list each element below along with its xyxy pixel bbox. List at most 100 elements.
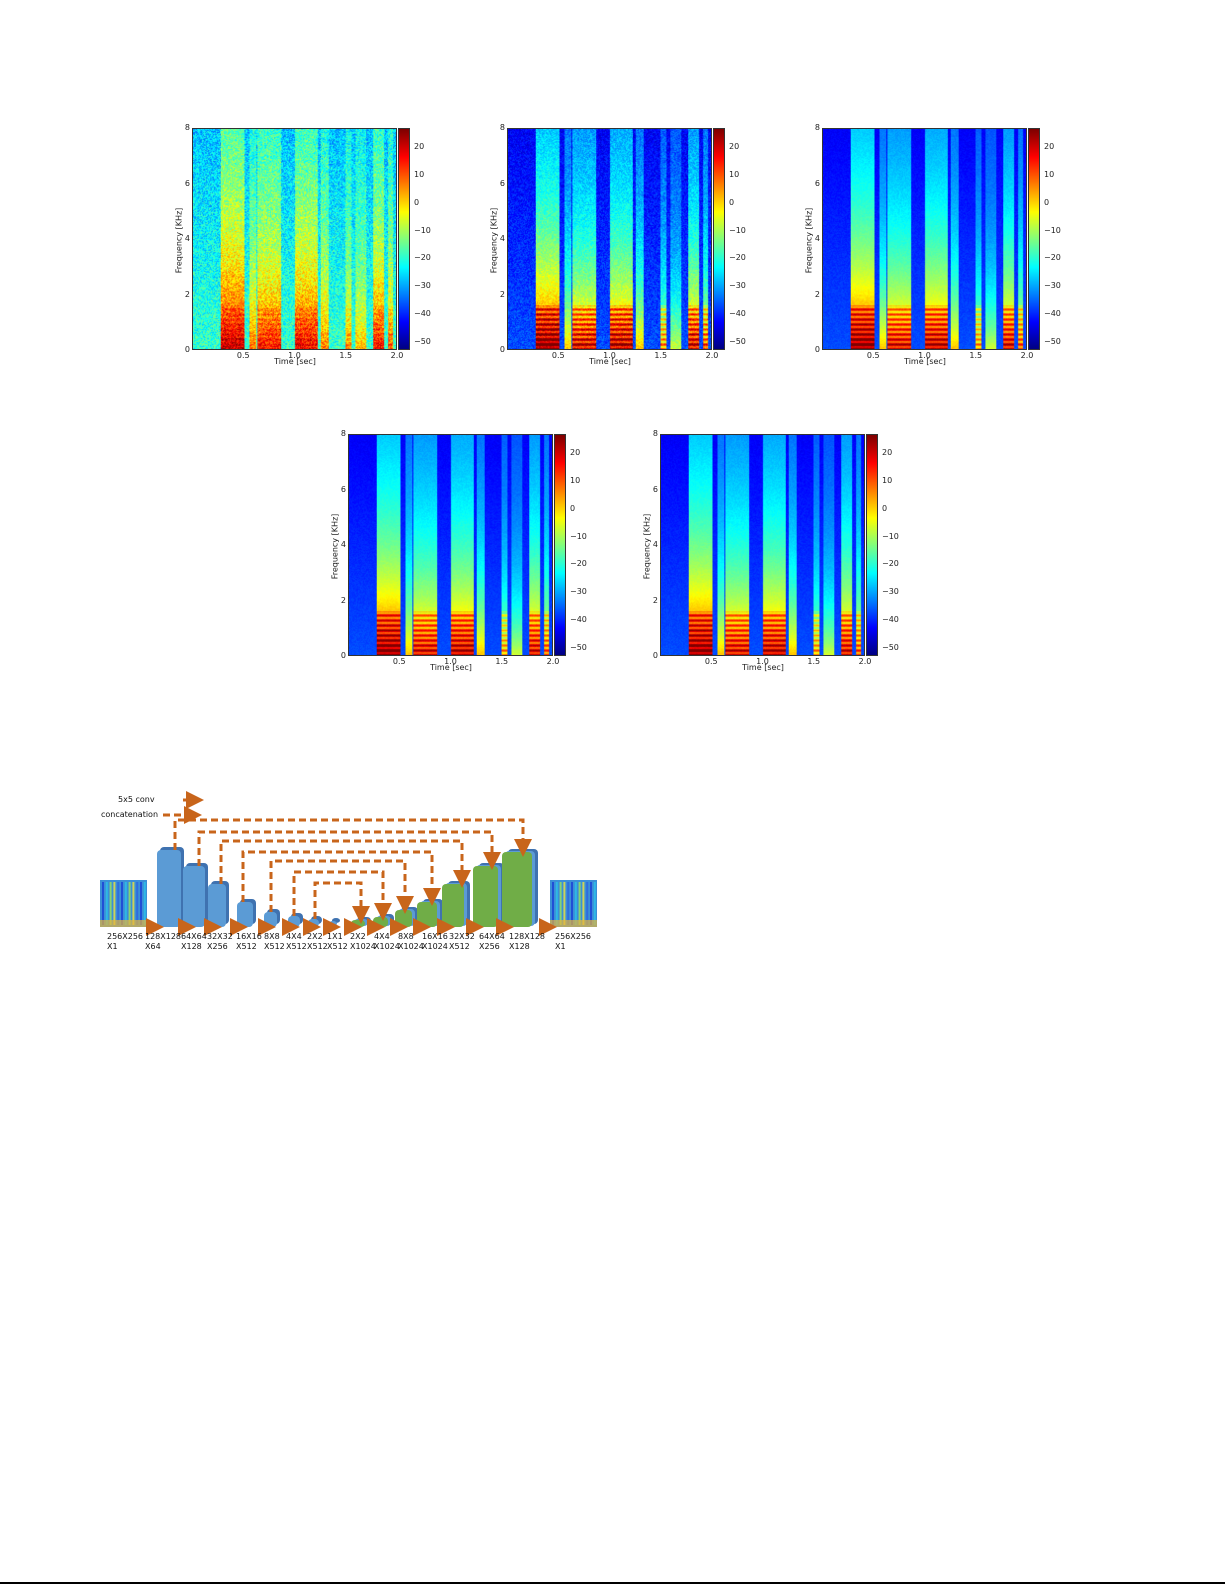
y-tick-label: 4	[499, 234, 505, 243]
layer-size-label: 4X4 X1024	[374, 932, 400, 951]
layer-size-label: 64X64 X128	[181, 932, 207, 951]
unet-architecture-diagram: 5x5 conv concatenation 256X256 X1 128X128 X…	[95, 780, 600, 960]
colorbar-tick-label: −50	[570, 642, 587, 652]
x-tick-label: 2.0	[705, 351, 719, 360]
y-tick-label: 6	[184, 178, 190, 188]
spectrogram-heatmap	[507, 128, 712, 350]
y-tick-label: 2	[340, 595, 346, 605]
spectrogram-heatmap	[660, 434, 865, 656]
y-tick-label: 4	[184, 234, 190, 243]
y-tick-label: 6	[499, 178, 505, 188]
x-tick-label: 0.5	[704, 657, 718, 666]
x-tick-label: 2.0	[858, 657, 872, 666]
colorbar-tick-label: 10	[1044, 170, 1055, 180]
colorbar-tick-label: −40	[1044, 308, 1061, 318]
layer-size-label: 16X16 X512	[236, 932, 262, 951]
y-axis-label: Frequency [KHz]	[489, 207, 499, 274]
y-tick-label: 0	[814, 345, 820, 354]
x-tick-label: 1.5	[654, 351, 668, 360]
colorbar-tick-label: 10	[882, 476, 893, 486]
spectrogram-panel: 0 2 4 6 8 0.5 1.0 1.5 2.0 20 10 0 −10 −20 −30 −40 −50 Tim…	[628, 416, 899, 676]
colorbar-tick-label: −30	[414, 281, 431, 291]
y-tick-label: 2	[499, 289, 505, 299]
layer-size-label: 128X128 X64	[145, 932, 182, 951]
y-tick-label: 4	[652, 540, 658, 549]
layer-size-label: 64X64 X256	[479, 932, 505, 951]
colorbar-tick-label: −20	[882, 559, 899, 569]
y-tick-label: 4	[814, 234, 820, 243]
x-tick-label: 0.5	[236, 351, 250, 360]
x-tick-label: 1.0	[444, 657, 457, 666]
colorbar-tick-label: −50	[882, 642, 899, 652]
colorbar-tick-label: 20	[414, 142, 425, 152]
colorbar-tick-label: −30	[729, 281, 746, 291]
x-tick-label: 1.5	[339, 351, 353, 360]
x-tick-label: 1.0	[603, 351, 616, 360]
colorbar	[554, 434, 566, 656]
colorbar-tick-label: 0	[882, 503, 888, 513]
y-tick-label: 0	[340, 651, 346, 660]
layer-size-label: 32X32 X512	[449, 932, 475, 951]
x-tick-label: 2.0	[1020, 351, 1034, 360]
colorbar-tick-label: 0	[1044, 197, 1050, 207]
layer-size-label: 256X256 X1	[107, 932, 144, 951]
y-tick-label: 4	[340, 540, 346, 549]
y-tick-label: 8	[814, 123, 820, 132]
y-axis-label: Frequency [KHz]	[642, 513, 652, 580]
y-axis-label: Frequency [KHz]	[174, 207, 184, 274]
colorbar-tick-label: −30	[570, 587, 587, 597]
colorbar-tick-label: 10	[570, 476, 581, 486]
colorbar-tick-label: 20	[570, 448, 581, 458]
y-tick-label: 6	[340, 484, 346, 494]
x-axis-label: Time [sec]	[430, 663, 472, 672]
spectrogram-heatmap	[822, 128, 1027, 350]
x-tick-label: 1.0	[288, 351, 301, 360]
colorbar-tick-label: −10	[882, 531, 899, 541]
x-tick-label: 1.0	[756, 657, 769, 666]
colorbar-tick-label: 20	[729, 142, 740, 152]
legend-concat-label: concatenation	[101, 810, 159, 819]
colorbar-tick-label: −10	[729, 225, 746, 235]
y-tick-label: 6	[814, 178, 820, 188]
spectrogram-panel: 0 2 4 6 8 0.5 1.0 1.5 2.0 20 10 0 −10 −20 −30 −40 −50 Tim…	[790, 110, 1061, 370]
colorbar-tick-label: −40	[882, 614, 899, 624]
unet-diagram-svg	[100, 791, 597, 936]
x-tick-label: 2.0	[390, 351, 404, 360]
spectrogram-heatmap	[192, 128, 397, 350]
layer-size-label: 128X128 X128	[509, 932, 546, 951]
layer-size-label: 256X256 X1	[555, 932, 592, 951]
y-tick-label: 2	[652, 595, 658, 605]
x-tick-label: 1.5	[807, 657, 821, 666]
colorbar	[713, 128, 725, 350]
x-tick-label: 0.5	[866, 351, 880, 360]
y-tick-label: 2	[184, 289, 190, 299]
y-tick-label: 8	[499, 123, 505, 132]
colorbar-tick-label: 0	[729, 197, 735, 207]
colorbar-tick-label: 10	[729, 170, 740, 180]
layer-size-label: 2X2 X1024	[350, 932, 376, 951]
colorbar-tick-label: −50	[414, 336, 431, 346]
y-tick-label: 8	[184, 123, 190, 132]
y-tick-label: 8	[652, 429, 658, 438]
layer-size-label: 1X1 X512	[327, 932, 348, 951]
layer-size-label: 32X32 X256	[207, 932, 233, 951]
x-tick-label: 2.0	[546, 657, 560, 666]
spectrogram-heatmap	[348, 434, 553, 656]
colorbar-tick-label: −30	[882, 587, 899, 597]
colorbar-tick-label: −20	[414, 253, 431, 263]
spectrogram-panel: 0 2 4 6 8 0.5 1.0 1.5 2.0 20 10 0 −10 −20 −30 −40 −50 Tim…	[475, 110, 746, 370]
x-axis-label: Time [sec]	[589, 357, 631, 366]
colorbar	[866, 434, 878, 656]
x-tick-label: 1.0	[918, 351, 931, 360]
y-tick-label: 0	[184, 345, 190, 354]
x-tick-label: 1.5	[969, 351, 983, 360]
y-tick-label: 8	[340, 429, 346, 438]
colorbar-tick-label: −20	[570, 559, 587, 569]
colorbar-tick-label: −10	[570, 531, 587, 541]
colorbar-tick-label: 20	[1044, 142, 1055, 152]
y-axis-label: Frequency [KHz]	[330, 513, 340, 580]
x-axis-label: Time [sec]	[274, 357, 316, 366]
y-tick-label: 2	[814, 289, 820, 299]
layer-size-label: 8X8 X1024	[398, 932, 424, 951]
legend-conv-label: 5x5 conv	[118, 795, 155, 804]
